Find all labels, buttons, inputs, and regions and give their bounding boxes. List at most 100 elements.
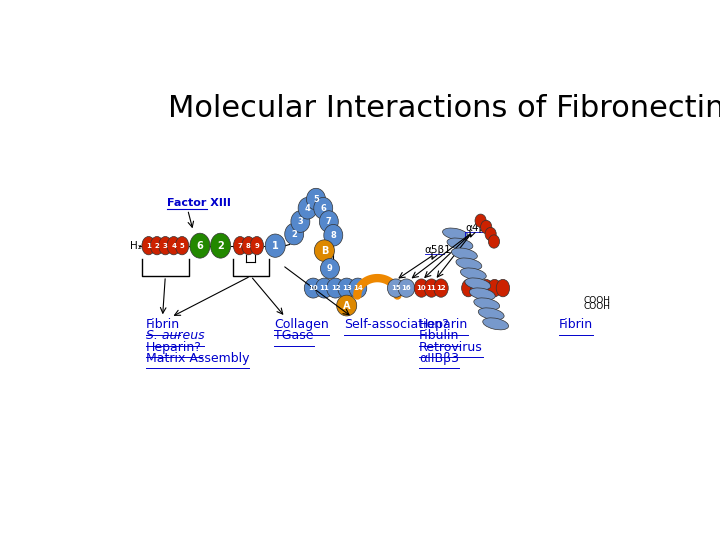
- Ellipse shape: [398, 279, 415, 297]
- Ellipse shape: [176, 237, 189, 255]
- Ellipse shape: [190, 233, 210, 258]
- Text: A: A: [343, 301, 351, 310]
- Ellipse shape: [443, 228, 469, 240]
- Ellipse shape: [324, 225, 343, 246]
- Ellipse shape: [327, 278, 344, 298]
- Ellipse shape: [349, 278, 366, 298]
- Ellipse shape: [284, 223, 304, 245]
- Text: 9: 9: [327, 264, 333, 273]
- Ellipse shape: [488, 235, 500, 248]
- Text: Heparin: Heparin: [419, 318, 469, 331]
- Ellipse shape: [337, 295, 356, 316]
- Text: 7: 7: [238, 242, 243, 249]
- Ellipse shape: [265, 234, 285, 258]
- Ellipse shape: [474, 298, 500, 310]
- Text: Matrix Assembly: Matrix Assembly: [145, 352, 249, 365]
- Ellipse shape: [150, 237, 163, 255]
- Text: 13: 13: [342, 285, 351, 291]
- Ellipse shape: [315, 278, 333, 298]
- Text: 7: 7: [326, 217, 332, 226]
- Text: COOH: COOH: [584, 295, 611, 305]
- Text: S. aureus: S. aureus: [145, 329, 204, 342]
- Ellipse shape: [456, 258, 482, 270]
- Text: TGase: TGase: [274, 329, 314, 342]
- Ellipse shape: [291, 211, 310, 232]
- Text: Fibulin: Fibulin: [419, 329, 459, 342]
- Ellipse shape: [462, 279, 475, 297]
- Text: 11: 11: [320, 285, 329, 291]
- Ellipse shape: [167, 237, 181, 255]
- Ellipse shape: [451, 248, 477, 260]
- Ellipse shape: [210, 233, 230, 258]
- Ellipse shape: [478, 308, 504, 320]
- Ellipse shape: [233, 237, 247, 255]
- Text: H₂N-: H₂N-: [130, 241, 153, 251]
- Text: Self-association?: Self-association?: [344, 318, 449, 331]
- Text: Factor XIII: Factor XIII: [167, 198, 231, 208]
- Text: Fibrin: Fibrin: [145, 318, 180, 331]
- Ellipse shape: [387, 279, 404, 297]
- Text: 5: 5: [313, 194, 319, 204]
- Ellipse shape: [424, 279, 438, 297]
- Ellipse shape: [480, 279, 493, 297]
- Text: 16: 16: [402, 285, 411, 291]
- Text: 3: 3: [297, 217, 303, 226]
- Ellipse shape: [482, 318, 508, 330]
- Text: 12: 12: [330, 285, 341, 291]
- Ellipse shape: [469, 288, 495, 300]
- Text: Molecular Interactions of Fibronectin: Molecular Interactions of Fibronectin: [168, 94, 720, 123]
- Ellipse shape: [242, 237, 255, 255]
- Text: Fibrin: Fibrin: [559, 318, 593, 331]
- Text: αIIBβ3: αIIBβ3: [419, 352, 459, 365]
- Text: 8: 8: [330, 231, 336, 240]
- Ellipse shape: [298, 198, 317, 219]
- Text: 1: 1: [146, 242, 151, 249]
- Text: B: B: [320, 246, 328, 255]
- Ellipse shape: [320, 211, 338, 232]
- Ellipse shape: [488, 279, 501, 297]
- Text: α5β1: α5β1: [425, 245, 451, 255]
- Ellipse shape: [142, 237, 156, 255]
- Ellipse shape: [307, 188, 325, 210]
- Text: 3: 3: [163, 242, 168, 249]
- Text: 6: 6: [320, 204, 326, 213]
- Text: 14: 14: [353, 285, 363, 291]
- Text: 10: 10: [308, 285, 318, 291]
- Ellipse shape: [485, 227, 496, 241]
- Text: 6: 6: [197, 241, 203, 251]
- Ellipse shape: [481, 220, 492, 234]
- Text: 4: 4: [305, 204, 310, 213]
- Ellipse shape: [433, 279, 449, 297]
- Ellipse shape: [158, 237, 172, 255]
- Text: 9: 9: [254, 242, 259, 249]
- Text: 1: 1: [272, 241, 279, 251]
- Ellipse shape: [447, 238, 473, 250]
- Ellipse shape: [338, 278, 356, 298]
- Text: COOH: COOH: [584, 302, 611, 311]
- Ellipse shape: [250, 237, 264, 255]
- Ellipse shape: [315, 240, 334, 261]
- Text: 5: 5: [180, 242, 184, 249]
- Text: Retrovirus: Retrovirus: [419, 341, 483, 354]
- Ellipse shape: [414, 279, 428, 297]
- Text: 2: 2: [155, 242, 159, 249]
- Ellipse shape: [475, 214, 486, 227]
- Text: 8: 8: [246, 242, 251, 249]
- Ellipse shape: [496, 279, 510, 297]
- Text: 12: 12: [436, 285, 446, 291]
- Text: 2: 2: [217, 241, 224, 251]
- Text: Heparin?: Heparin?: [145, 341, 202, 354]
- Text: 10: 10: [417, 285, 426, 291]
- Ellipse shape: [314, 198, 333, 219]
- Text: 4: 4: [171, 242, 176, 249]
- Ellipse shape: [471, 279, 484, 297]
- Text: 15: 15: [391, 285, 400, 291]
- Text: 2: 2: [292, 230, 297, 239]
- Text: Collagen: Collagen: [274, 318, 329, 331]
- Ellipse shape: [460, 268, 486, 280]
- Ellipse shape: [320, 259, 339, 279]
- Text: 11: 11: [427, 285, 436, 291]
- Text: α4β1: α4β1: [465, 223, 492, 233]
- Ellipse shape: [465, 278, 491, 290]
- Ellipse shape: [305, 278, 322, 298]
